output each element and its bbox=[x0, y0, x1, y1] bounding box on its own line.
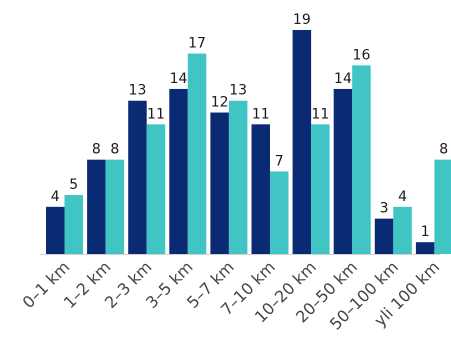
bar-series2-7 bbox=[352, 65, 371, 255]
bar-series1-7 bbox=[333, 88, 353, 254]
bar-series1-5 bbox=[251, 124, 270, 254]
data-label-series1-8: 3 bbox=[380, 201, 389, 217]
bar-series1-8 bbox=[374, 218, 394, 254]
bar-series1-1 bbox=[87, 159, 106, 254]
bar-series2-9 bbox=[434, 159, 451, 254]
data-label-series1-1: 8 bbox=[92, 142, 101, 158]
bar-series1-0 bbox=[46, 206, 65, 254]
bar-series1-6 bbox=[292, 30, 312, 254]
data-label-series1-6: 19 bbox=[293, 12, 311, 28]
data-label-series1-9: 1 bbox=[421, 224, 430, 240]
bar-series2-1 bbox=[105, 159, 125, 254]
data-label-series1-4: 12 bbox=[211, 95, 229, 111]
bar-series2-2 bbox=[146, 124, 166, 254]
data-label-series2-6: 11 bbox=[311, 106, 329, 122]
x-tick-labels: 0–1 km1–2 km2–3 km3–5 km5–7 km7–10 km10–… bbox=[19, 257, 444, 333]
bar-series1-2 bbox=[128, 100, 147, 255]
bar-series1-4 bbox=[210, 112, 229, 254]
data-label-series2-0: 5 bbox=[69, 177, 78, 193]
data-label-series2-2: 11 bbox=[147, 106, 165, 122]
bar-series2-6 bbox=[311, 124, 330, 254]
data-label-series2-4: 13 bbox=[229, 83, 247, 99]
bar-series1-9 bbox=[415, 242, 435, 254]
bar-series2-4 bbox=[228, 100, 248, 255]
bar-series2-3 bbox=[187, 53, 207, 254]
data-label-series2-8: 4 bbox=[398, 189, 407, 205]
bars-layer bbox=[46, 30, 451, 255]
data-label-series2-5: 7 bbox=[275, 153, 284, 169]
data-label-series1-7: 14 bbox=[334, 71, 352, 87]
bar-series2-8 bbox=[393, 206, 412, 254]
bar-series2-5 bbox=[270, 171, 289, 254]
bar-series1-3 bbox=[169, 88, 188, 254]
bar-series2-0 bbox=[64, 195, 83, 254]
data-label-series1-3: 14 bbox=[170, 71, 188, 87]
data-label-series2-3: 17 bbox=[188, 36, 206, 52]
data-label-series2-1: 8 bbox=[110, 142, 119, 158]
data-label-series2-9: 8 bbox=[439, 142, 448, 158]
data-label-series1-2: 13 bbox=[129, 83, 147, 99]
data-label-series1-5: 11 bbox=[252, 106, 270, 122]
data-label-series1-0: 4 bbox=[51, 189, 60, 205]
data-label-series2-7: 16 bbox=[353, 47, 371, 63]
